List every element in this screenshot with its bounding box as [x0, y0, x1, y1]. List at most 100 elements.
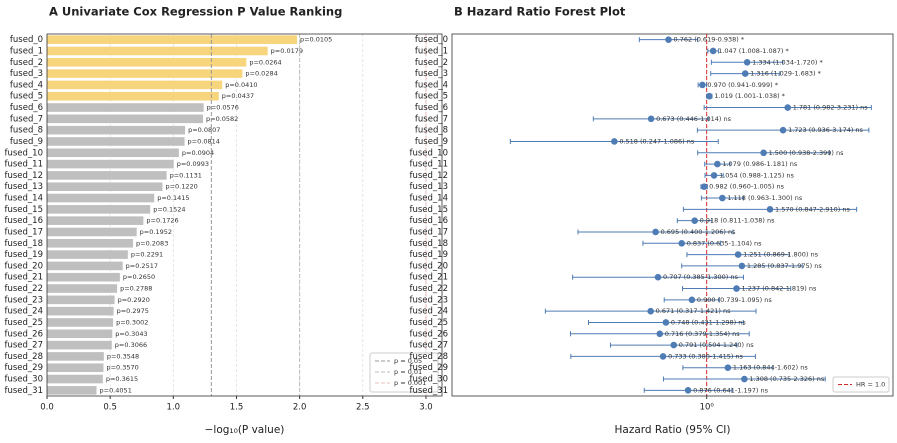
y-tick-label: fused_3: [415, 69, 448, 79]
data-label: 1.047 (1.008-1.087) *: [718, 47, 789, 55]
data-label: 0.518 (0.247-1.086) ns: [619, 137, 694, 145]
hr-point: [688, 296, 696, 304]
x-tick-label: 1.0: [167, 403, 181, 413]
data-label: 1.308 (0.735-2.326) ns: [749, 375, 824, 383]
data-label: 0.900 (0.739-1.095) ns: [697, 296, 772, 304]
data-label: p=0.0814: [188, 137, 220, 145]
data-label: 0.673 (0.446-1.014) ns: [656, 115, 731, 123]
bar: [47, 103, 204, 112]
bar: [47, 171, 167, 180]
data-label: p=0.0904: [182, 149, 214, 157]
bar: [47, 284, 118, 293]
y-tick-label: fused_16: [5, 216, 44, 226]
data-label: 0.671 (0.317-1.421) ns: [656, 307, 731, 315]
y-tick-label: fused_21: [5, 273, 44, 283]
y-tick-label: fused_12: [410, 171, 449, 181]
y-tick-label: fused_15: [410, 205, 449, 215]
y-tick-label: fused_8: [415, 126, 448, 136]
bar: [47, 69, 243, 78]
bar: [47, 137, 185, 146]
hr-point: [654, 273, 662, 281]
y-tick-label: fused_25: [5, 318, 44, 328]
hr-point: [611, 138, 618, 145]
x-tick-label: 10⁰: [700, 403, 715, 413]
y-tick-label: fused_29: [410, 363, 449, 373]
x-axis-label: Hazard Ratio (95% CI): [614, 424, 730, 436]
data-label: p=0.1726: [146, 217, 178, 225]
y-tick-label: fused_30: [410, 375, 449, 385]
data-label: 0.876 (0.641-1.197) ns: [693, 386, 768, 394]
hr-point: [766, 206, 774, 213]
hr-point: [647, 115, 655, 123]
hr-point: [684, 387, 692, 394]
data-label: p=0.0264: [249, 58, 281, 66]
hr-point: [678, 239, 686, 247]
data-label: 1.316 (1.029-1.683) *: [750, 70, 821, 78]
data-label: 0.982 (0.960-1.005) ns: [709, 183, 784, 191]
y-tick-label: fused_19: [410, 250, 449, 260]
y-tick-label: fused_1: [10, 46, 43, 56]
hr-point: [760, 149, 767, 157]
y-tick-label: fused_24: [5, 307, 44, 317]
data-label: 0.695 (0.400-1.206) ns: [661, 228, 736, 236]
x-tick-label: 2.0: [293, 403, 307, 413]
legend-box: [369, 352, 439, 393]
data-label: p=0.1220: [165, 183, 197, 191]
data-label: 0.707 (0.385-1.300) ns: [663, 273, 738, 281]
hr-point: [699, 81, 706, 89]
bar: [47, 148, 179, 158]
data-label: p=0.0437: [222, 92, 254, 100]
plot-frame: [451, 33, 894, 397]
bar: [47, 272, 120, 282]
y-tick-label: fused_7: [10, 114, 43, 124]
hr-point: [741, 375, 748, 383]
y-tick-label: fused_14: [5, 194, 44, 204]
y-tick-label: fused_6: [415, 103, 448, 113]
hr-point: [656, 330, 664, 338]
data-label: 0.791 (0.504-1.240) ns: [679, 341, 754, 349]
y-tick-label: fused_21: [410, 273, 449, 283]
y-tick-label: fused_6: [10, 103, 43, 113]
data-label: p=0.3043: [115, 330, 147, 338]
y-tick-label: fused_23: [410, 295, 449, 305]
y-tick-label: fused_25: [410, 318, 449, 328]
data-label: 1.019 (1.001-1.038) *: [714, 92, 785, 100]
hr-point: [743, 58, 751, 66]
y-tick-label: fused_11: [5, 160, 44, 170]
data-label: 1.781 (0.982-3.231) ns: [793, 104, 868, 112]
data-label: p=0.0105: [300, 36, 332, 44]
y-tick-label: fused_5: [10, 92, 43, 102]
plot-frame: [46, 33, 443, 397]
y-tick-label: fused_22: [410, 284, 449, 294]
data-label: p=0.2291: [131, 251, 163, 259]
y-tick-label: fused_17: [5, 227, 44, 237]
y-tick-label: fused_11: [410, 160, 449, 170]
data-label: 1.723 (0.936-3.174) ns: [788, 126, 863, 134]
y-tick-label: fused_9: [415, 137, 448, 147]
data-label: p=0.0807: [188, 126, 220, 134]
y-tick-label: fused_12: [5, 171, 44, 181]
data-label: p=0.0410: [225, 81, 257, 89]
bar: [47, 114, 204, 124]
y-tick-label: fused_22: [5, 284, 44, 294]
data-label: 0.837 (0.635-1.104) ns: [687, 239, 762, 247]
data-label: p=0.0576: [207, 104, 239, 112]
legend-label: p = 0.01: [394, 368, 422, 376]
data-label: p=0.1415: [157, 194, 189, 202]
data-label: 0.716 (0.379-1.354) ns: [665, 330, 740, 338]
bar: [47, 57, 247, 67]
y-tick-label: fused_13: [410, 182, 449, 192]
bar: [47, 261, 123, 271]
y-tick-label: fused_4: [10, 80, 43, 90]
data-label: p=0.3066: [115, 341, 147, 349]
data-label: p=0.2788: [120, 285, 152, 293]
x-tick-label: 1.5: [230, 403, 244, 413]
data-label: p=0.1131: [170, 171, 202, 179]
y-tick-label: fused_7: [415, 114, 448, 124]
y-tick-label: fused_23: [5, 295, 44, 305]
data-label: 1.500 (0.938-2.399) ns: [769, 149, 844, 157]
y-tick-label: fused_28: [5, 352, 44, 362]
y-tick-label: fused_16: [410, 216, 449, 226]
legend-label: p = 0.001: [394, 379, 426, 387]
